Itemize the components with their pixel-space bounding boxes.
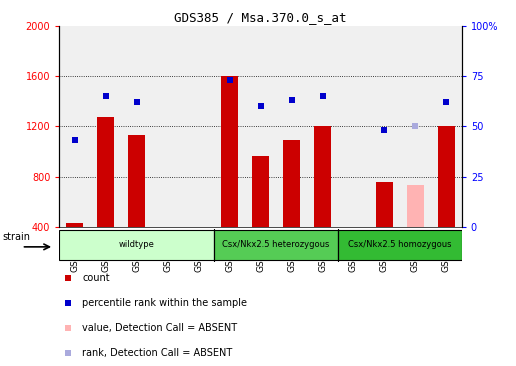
Bar bbox=[59, 26, 90, 227]
Text: percentile rank within the sample: percentile rank within the sample bbox=[82, 298, 247, 308]
Bar bbox=[121, 26, 152, 227]
Bar bbox=[369, 26, 400, 227]
Bar bbox=[314, 126, 331, 227]
Bar bbox=[221, 76, 238, 227]
Bar bbox=[67, 223, 84, 227]
Text: wildtype: wildtype bbox=[119, 240, 155, 249]
Bar bbox=[276, 26, 307, 227]
Bar bbox=[400, 26, 431, 227]
Bar bbox=[252, 156, 269, 227]
Text: Csx/Nkx2.5 homozygous: Csx/Nkx2.5 homozygous bbox=[348, 240, 452, 249]
Text: strain: strain bbox=[3, 232, 30, 242]
Text: count: count bbox=[82, 273, 110, 283]
Bar bbox=[307, 26, 338, 227]
Bar bbox=[376, 182, 393, 227]
Bar bbox=[431, 26, 462, 227]
Bar bbox=[183, 26, 214, 227]
Text: Csx/Nkx2.5 heterozygous: Csx/Nkx2.5 heterozygous bbox=[222, 240, 330, 249]
Bar bbox=[245, 26, 276, 227]
Bar bbox=[97, 117, 115, 227]
Text: rank, Detection Call = ABSENT: rank, Detection Call = ABSENT bbox=[82, 348, 232, 358]
Bar bbox=[214, 231, 338, 260]
Text: value, Detection Call = ABSENT: value, Detection Call = ABSENT bbox=[82, 323, 237, 333]
Bar bbox=[438, 126, 455, 227]
Bar bbox=[59, 231, 214, 260]
Bar bbox=[128, 135, 146, 227]
Bar bbox=[152, 26, 183, 227]
Bar bbox=[90, 26, 121, 227]
Bar bbox=[214, 26, 245, 227]
Bar bbox=[283, 140, 300, 227]
Bar bbox=[407, 186, 424, 227]
Bar bbox=[338, 26, 369, 227]
Bar bbox=[338, 231, 462, 260]
Title: GDS385 / Msa.370.0_s_at: GDS385 / Msa.370.0_s_at bbox=[174, 11, 347, 25]
